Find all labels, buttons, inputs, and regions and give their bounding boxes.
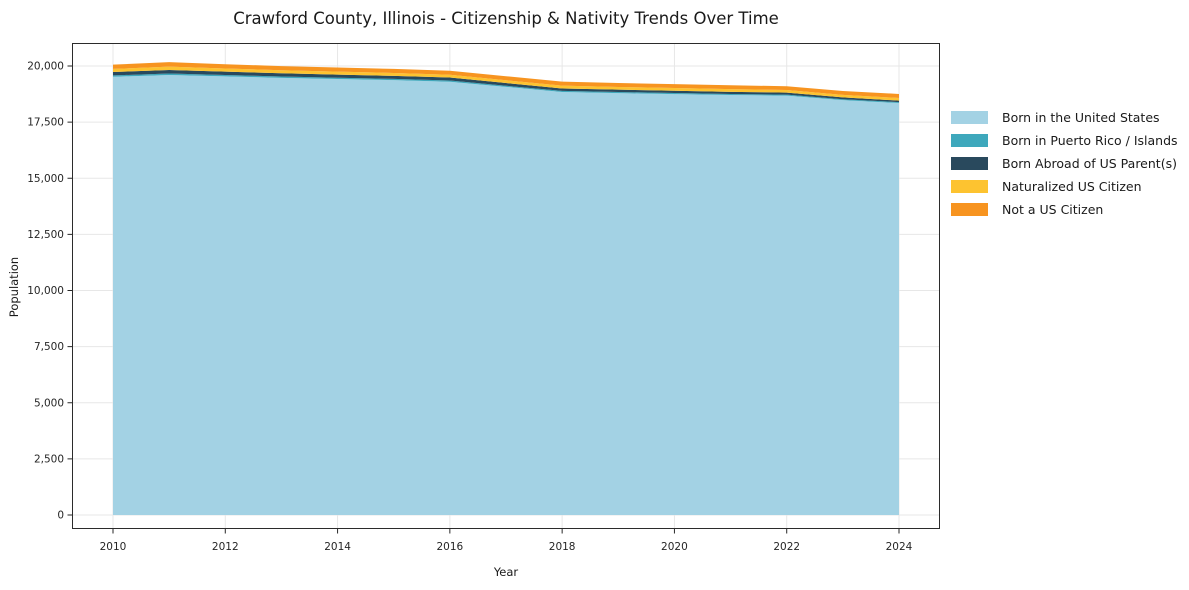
legend-swatch-not-citizen — [951, 203, 988, 216]
legend-swatch-born-abroad — [951, 157, 988, 170]
legend-item: Born in the United States — [951, 106, 1178, 129]
svg-text:2020: 2020 — [661, 541, 688, 553]
legend-label: Born Abroad of US Parent(s) — [1002, 156, 1177, 171]
area-born-in-the-united-states — [113, 74, 899, 515]
svg-text:0: 0 — [57, 510, 64, 522]
y-tick-labels: 0 2,500 5,000 7,500 10,000 12,500 15,000 17,500… — [27, 61, 64, 522]
legend-label: Born in the United States — [1002, 110, 1160, 125]
svg-text:2014: 2014 — [324, 541, 351, 553]
area-born-abroad-of-us-parent-s — [113, 70, 899, 103]
legend: Born in the United States Born in Puerto… — [951, 106, 1178, 221]
area-not-a-us-citizen — [113, 62, 899, 98]
svg-text:10,000: 10,000 — [27, 285, 64, 297]
legend-item: Not a US Citizen — [951, 198, 1178, 221]
plot-border — [72, 43, 940, 529]
x-axis-label: Year — [493, 565, 519, 579]
svg-text:2024: 2024 — [886, 541, 913, 553]
legend-item: Born Abroad of US Parent(s) — [951, 152, 1178, 175]
svg-text:5,000: 5,000 — [34, 397, 64, 409]
legend-label: Born in Puerto Rico / Islands — [1002, 133, 1178, 148]
legend-swatch-born-pr-islands — [951, 134, 988, 147]
svg-text:2,500: 2,500 — [34, 453, 64, 465]
svg-text:2022: 2022 — [773, 541, 800, 553]
svg-text:20,000: 20,000 — [27, 61, 64, 73]
svg-text:12,500: 12,500 — [27, 229, 64, 241]
legend-label: Not a US Citizen — [1002, 202, 1104, 217]
svg-text:2010: 2010 — [100, 541, 127, 553]
svg-text:15,000: 15,000 — [27, 173, 64, 185]
area-naturalized-us-citizen — [113, 66, 899, 101]
stacked-areas — [113, 62, 899, 515]
svg-text:17,500: 17,500 — [27, 117, 64, 129]
legend-label: Naturalized US Citizen — [1002, 179, 1142, 194]
x-tick-labels: 2010 2012 2014 2016 2018 2020 2022 2024 — [100, 541, 913, 553]
legend-item: Naturalized US Citizen — [951, 175, 1178, 198]
svg-text:2012: 2012 — [212, 541, 239, 553]
axis-ticks — [67, 65, 900, 534]
svg-text:7,500: 7,500 — [34, 341, 64, 353]
legend-item: Born in Puerto Rico / Islands — [951, 129, 1178, 152]
svg-text:2016: 2016 — [436, 541, 463, 553]
legend-swatch-naturalized — [951, 180, 988, 193]
y-axis-label: Population — [7, 256, 21, 318]
legend-swatch-born-us — [951, 111, 988, 124]
chart-title: Crawford County, Illinois - Citizenship … — [233, 9, 779, 28]
svg-text:2018: 2018 — [549, 541, 576, 553]
